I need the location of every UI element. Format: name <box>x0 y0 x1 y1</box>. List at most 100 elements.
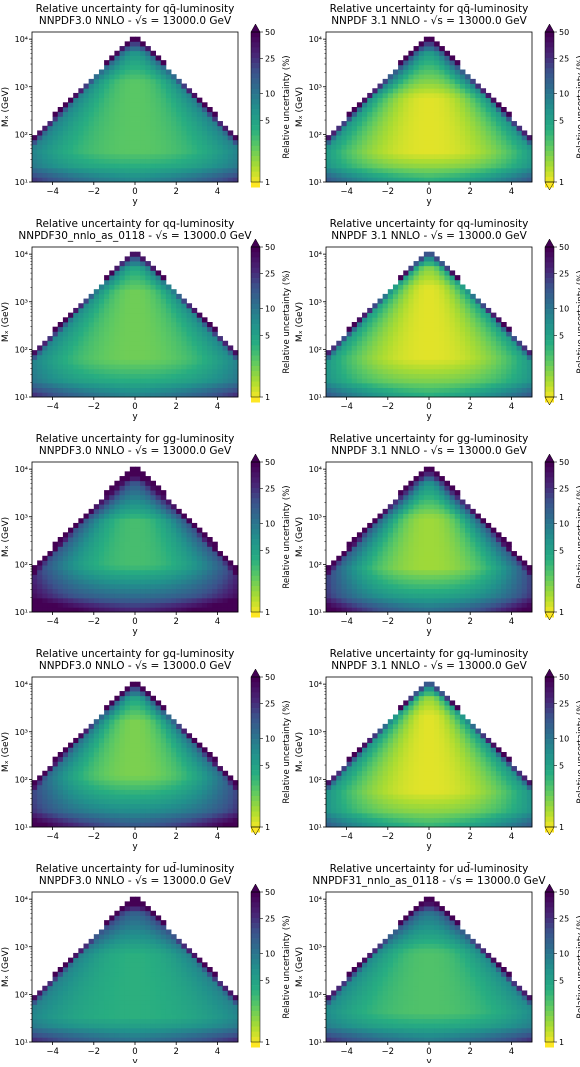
heatmap-cell <box>357 360 363 365</box>
heatmap-cell <box>475 159 481 164</box>
heatmap-cell <box>367 313 373 318</box>
heatmap-cell <box>192 532 198 537</box>
heatmap-cell <box>192 341 198 346</box>
heatmap-cell <box>104 345 110 350</box>
heatmap-cell <box>486 93 492 98</box>
heatmap-cell <box>161 504 167 509</box>
heatmap-cell <box>217 579 223 584</box>
heatmap-cell <box>434 266 440 271</box>
heatmap-cell <box>475 121 481 126</box>
heatmap-cell <box>362 327 368 332</box>
heatmap-cell <box>352 121 358 126</box>
heatmap-cell <box>414 270 420 275</box>
heatmap-cell <box>63 598 69 603</box>
heatmap-cell <box>336 364 342 369</box>
heatmap-cell <box>357 140 363 145</box>
heatmap-cell <box>212 546 218 551</box>
colorbar-segment <box>545 115 554 121</box>
heatmap-cell <box>501 374 507 379</box>
heatmap-cell <box>506 112 512 117</box>
heatmap-cell <box>378 88 384 93</box>
heatmap-cell <box>99 327 105 332</box>
heatmap-cell <box>455 322 461 327</box>
heatmap-cell <box>99 98 105 103</box>
heatmap-cell <box>522 369 528 374</box>
heatmap-cell <box>125 168 131 173</box>
heatmap-cell <box>527 145 533 150</box>
heatmap-cell <box>408 60 414 65</box>
heatmap-cell <box>63 126 69 131</box>
heatmap-cell <box>450 336 456 341</box>
heatmap-cell <box>367 575 373 580</box>
heatmap-cell <box>37 140 43 145</box>
heatmap-cell <box>181 528 187 533</box>
heatmap-cell <box>383 173 389 178</box>
heatmap-cell <box>429 46 435 51</box>
heatmap-cell <box>171 528 177 533</box>
heatmap-cell <box>156 327 162 332</box>
heatmap-cell <box>372 528 378 533</box>
heatmap-cell <box>73 126 79 131</box>
heatmap-cell <box>429 55 435 60</box>
heatmap-cell <box>372 546 378 551</box>
heatmap-cell <box>181 341 187 346</box>
heatmap-cell <box>161 528 167 533</box>
heatmap-cell <box>104 579 110 584</box>
heatmap-cell <box>99 378 105 383</box>
heatmap-cell <box>455 145 461 150</box>
heatmap-cell <box>398 570 404 575</box>
heatmap-cell <box>408 341 414 346</box>
heatmap-cell <box>53 116 59 121</box>
heatmap-cell <box>58 589 64 594</box>
heatmap-cell <box>228 350 234 355</box>
heatmap-cell <box>145 140 151 145</box>
heatmap-cell <box>109 509 115 514</box>
heatmap-cell <box>135 369 141 374</box>
colorbar-segment <box>251 602 260 608</box>
heatmap-cell <box>145 70 151 75</box>
heatmap-cell <box>434 369 440 374</box>
heatmap-cell <box>372 383 378 388</box>
heatmap-cell <box>78 130 84 135</box>
heatmap-cell <box>176 528 182 533</box>
heatmap-cell <box>398 149 404 154</box>
heatmap-cell <box>362 556 368 561</box>
heatmap-cell <box>470 154 476 159</box>
heatmap-cell <box>475 336 481 341</box>
heatmap-cell <box>367 551 373 556</box>
heatmap-cell <box>403 270 409 275</box>
heatmap-cell <box>486 130 492 135</box>
heatmap-cell <box>135 374 141 379</box>
heatmap-cell <box>171 603 177 608</box>
heatmap-cell <box>181 107 187 112</box>
heatmap-cell <box>181 154 187 159</box>
heatmap-cell <box>156 289 162 294</box>
heatmap-cell <box>197 336 203 341</box>
heatmap-cell <box>120 168 126 173</box>
heatmap-cell <box>84 303 90 308</box>
heatmap-cell <box>94 299 100 304</box>
heatmap-cell <box>465 112 471 117</box>
colorbar-segment <box>251 545 260 551</box>
heatmap-cell <box>156 589 162 594</box>
heatmap-cell <box>455 289 461 294</box>
heatmap-cell <box>403 570 409 575</box>
heatmap-cell <box>125 551 131 556</box>
heatmap-cell <box>145 523 151 528</box>
colorbar-segment <box>251 514 260 520</box>
heatmap-cell <box>378 107 384 112</box>
heatmap-cell <box>228 378 234 383</box>
heatmap-cell <box>187 378 193 383</box>
heatmap-cell <box>414 154 420 159</box>
heatmap-cell <box>58 383 64 388</box>
heatmap-cell <box>32 388 38 393</box>
heatmap-cell <box>145 495 151 500</box>
heatmap-cell <box>130 93 136 98</box>
heatmap-cell <box>187 523 193 528</box>
heatmap-cell <box>187 369 193 374</box>
heatmap-cell <box>408 84 414 89</box>
heatmap-cell <box>465 107 471 112</box>
heatmap-cell <box>114 163 120 168</box>
heatmap-cell <box>336 149 342 154</box>
heatmap-cell <box>352 575 358 580</box>
